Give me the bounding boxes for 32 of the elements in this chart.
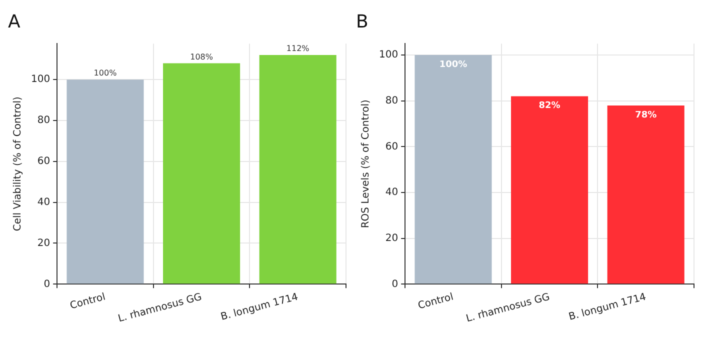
bar [259, 55, 336, 284]
y-axis-title: ROS Levels (% of Control) [360, 100, 372, 228]
y-tick-label: 20 [385, 232, 398, 244]
y-tick-label: 0 [44, 278, 50, 290]
bar [607, 105, 684, 284]
y-tick-label: 100 [30, 74, 50, 86]
x-tick-label: B. longum 1714 [568, 292, 648, 323]
data-label: 100% [439, 60, 468, 70]
y-tick-label: 20 [37, 238, 50, 249]
y-tick-label: 40 [37, 196, 50, 208]
chart-title: B [356, 11, 368, 32]
data-label: 112% [286, 44, 310, 54]
bar [163, 63, 240, 284]
data-label: 82% [538, 101, 560, 112]
y-tick-label: 100 [378, 50, 398, 61]
bar [414, 55, 492, 284]
data-label: 100% [94, 68, 118, 78]
y-tick-label: 40 [385, 187, 398, 198]
data-label: 78% [635, 110, 657, 120]
x-tick-label: Control [416, 292, 455, 312]
y-tick-label: 80 [37, 115, 50, 126]
x-tick-label: Control [68, 292, 107, 312]
y-tick-label: 0 [392, 278, 398, 290]
y-tick-label: 60 [37, 156, 50, 168]
bar [66, 80, 144, 284]
data-label: 108% [190, 52, 214, 62]
y-tick-label: 60 [385, 141, 398, 152]
y-tick-label: 80 [385, 95, 398, 106]
y-axis-title: Cell Viability (% of Control) [12, 96, 24, 232]
bar [511, 96, 588, 284]
chart-title: A [8, 11, 21, 32]
x-tick-label: B. longum 1714 [220, 292, 300, 323]
